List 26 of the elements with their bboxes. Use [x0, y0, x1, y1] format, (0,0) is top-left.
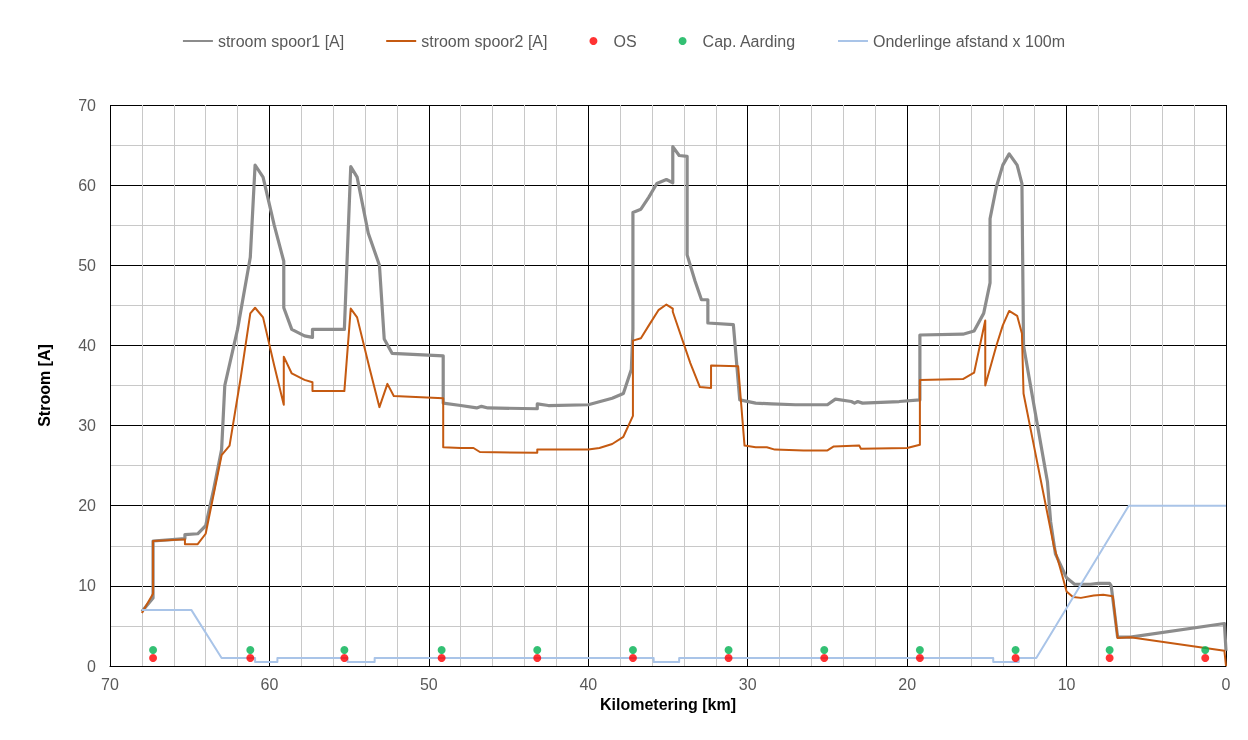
y-tick-label: 40 [78, 336, 97, 354]
y-tick-label: 0 [87, 657, 97, 675]
y-tick-label: 10 [78, 577, 97, 595]
y-axis-title: Stroom [A] [35, 344, 53, 427]
legend-label: stroom spoor2 [A] [421, 32, 548, 50]
y-tick-label: 50 [78, 256, 97, 274]
y-tick-label: 70 [78, 96, 97, 114]
x-tick-label: 0 [1221, 675, 1231, 693]
legend-label: OS [613, 32, 637, 50]
line-series [140, 504, 1227, 663]
legend-label: Cap. Aarding [702, 32, 796, 50]
legend-label: Onderlinge afstand x 100m [872, 32, 1066, 50]
x-tick-label: 60 [260, 675, 279, 693]
y-tick-label: 20 [78, 497, 97, 515]
x-tick-label: 40 [579, 675, 598, 693]
y-tick-label: 30 [78, 417, 97, 435]
x-tick-label: 50 [419, 675, 438, 693]
x-tick-label: 30 [738, 675, 757, 693]
legend-label: stroom spoor1 [A] [217, 32, 345, 50]
line-series [140, 303, 1227, 667]
line-series [140, 145, 1228, 653]
x-tick-label: 20 [898, 675, 917, 693]
x-tick-label: 10 [1057, 675, 1076, 693]
y-tick-label: 60 [78, 176, 97, 194]
x-axis-title: Kilometering [km] [599, 696, 737, 714]
x-tick-label: 70 [101, 675, 119, 693]
